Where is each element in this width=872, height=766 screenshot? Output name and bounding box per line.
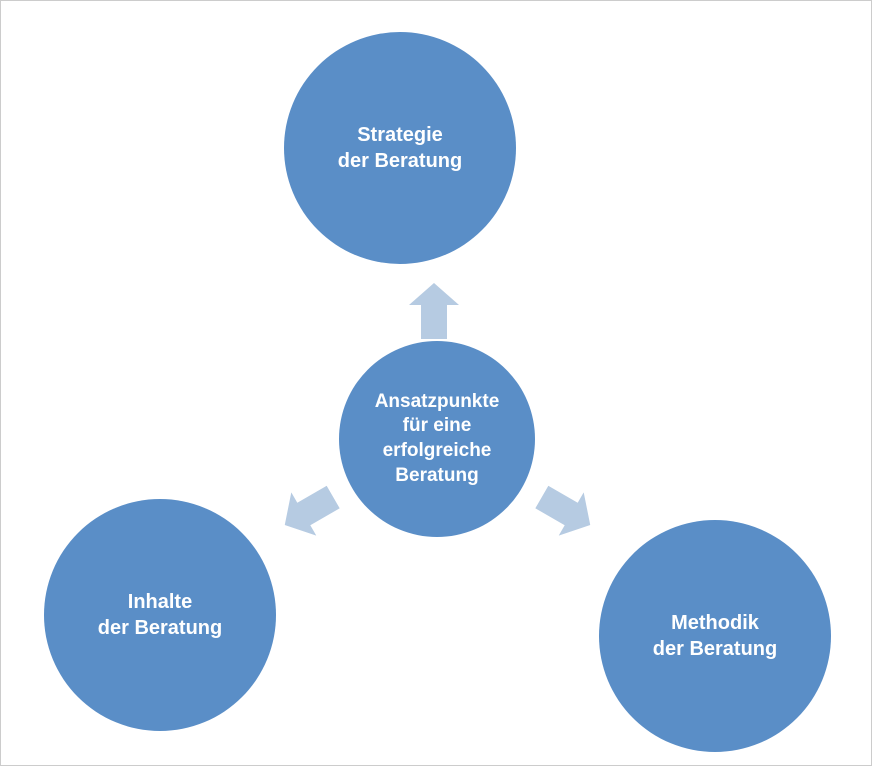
circle-bottom-left-inhalte: Inhalte der Beratung [44, 499, 276, 731]
arrow-down-right-icon [529, 475, 602, 546]
circle-center-line2: für eine [403, 415, 472, 436]
diagram-container: Strategie der Beratung Inhalte der Berat… [0, 0, 872, 766]
circle-center-line4: Beratung [395, 465, 478, 486]
circle-br-text: Methodik der Beratung [653, 610, 777, 662]
circle-br-line1: Methodik [671, 612, 759, 634]
circle-top-strategie: Strategie der Beratung [284, 32, 516, 264]
circle-bl-line1: Inhalte [128, 591, 192, 613]
circle-top-line2: der Beratung [338, 150, 462, 172]
circle-center-line3: erfolgreiche [383, 440, 492, 461]
arrow-down-left-icon [272, 475, 345, 546]
circle-top-line1: Strategie [357, 124, 443, 146]
arrow-up-icon [409, 283, 459, 339]
circle-center-text: Ansatzpunkte für eine erfolgreiche Berat… [375, 390, 500, 489]
circle-bl-line2: der Beratung [98, 617, 222, 639]
circle-top-text: Strategie der Beratung [338, 122, 462, 174]
circle-bottom-right-methodik: Methodik der Beratung [599, 520, 831, 752]
circle-bl-text: Inhalte der Beratung [98, 589, 222, 641]
circle-br-line2: der Beratung [653, 638, 777, 660]
circle-center-line1: Ansatzpunkte [375, 391, 500, 412]
circle-center-ansatzpunkte: Ansatzpunkte für eine erfolgreiche Berat… [339, 341, 535, 537]
